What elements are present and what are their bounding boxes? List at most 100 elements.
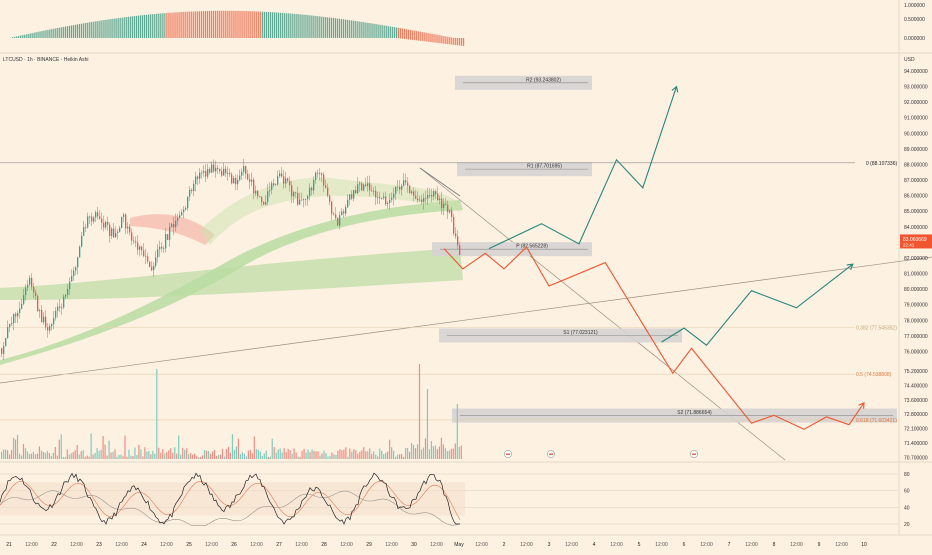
- candle-body[interactable]: [425, 198, 426, 199]
- candle-body[interactable]: [321, 174, 322, 175]
- candle-body[interactable]: [395, 187, 396, 194]
- candle-body[interactable]: [187, 197, 188, 209]
- candle-body[interactable]: [263, 202, 264, 205]
- candle-body[interactable]: [141, 247, 142, 251]
- candle-body[interactable]: [179, 215, 180, 218]
- candle-body[interactable]: [201, 173, 202, 174]
- candle-body[interactable]: [433, 191, 434, 197]
- candle-body[interactable]: [119, 228, 120, 232]
- candle-body[interactable]: [365, 185, 366, 187]
- candle-body[interactable]: [265, 202, 266, 205]
- candle-body[interactable]: [307, 196, 308, 199]
- candle-body[interactable]: [297, 193, 298, 205]
- candle-body[interactable]: [405, 180, 406, 182]
- candle-body[interactable]: [347, 200, 348, 207]
- candle-body[interactable]: [435, 191, 436, 194]
- candle-body[interactable]: [349, 194, 350, 200]
- candle-body[interactable]: [353, 190, 354, 198]
- candle-body[interactable]: [55, 311, 56, 318]
- candle-body[interactable]: [169, 227, 170, 240]
- candle-body[interactable]: [29, 278, 30, 285]
- candle-body[interactable]: [9, 324, 10, 327]
- candle-body[interactable]: [155, 257, 156, 265]
- candle-body[interactable]: [69, 282, 70, 290]
- candle-body[interactable]: [357, 184, 358, 193]
- candle-body[interactable]: [351, 194, 352, 198]
- candle-body[interactable]: [287, 178, 288, 180]
- candle-body[interactable]: [87, 216, 88, 227]
- candle-body[interactable]: [231, 174, 232, 183]
- candle-body[interactable]: [253, 180, 254, 194]
- candle-body[interactable]: [203, 171, 204, 173]
- candle-body[interactable]: [249, 179, 250, 182]
- candle-body[interactable]: [369, 183, 370, 190]
- candle-body[interactable]: [163, 248, 164, 249]
- candle-body[interactable]: [91, 216, 92, 221]
- candle-body[interactable]: [133, 241, 134, 242]
- candle-body[interactable]: [449, 210, 450, 212]
- candle-body[interactable]: [235, 178, 236, 184]
- candle-body[interactable]: [417, 199, 418, 200]
- candle-body[interactable]: [145, 256, 146, 257]
- candle-body[interactable]: [427, 195, 428, 199]
- candle-body[interactable]: [57, 307, 58, 311]
- candle-body[interactable]: [285, 178, 286, 183]
- candle-body[interactable]: [283, 176, 284, 183]
- candle-body[interactable]: [279, 173, 280, 176]
- candle-body[interactable]: [213, 165, 214, 172]
- candle-body[interactable]: [305, 199, 306, 200]
- candle-body[interactable]: [429, 195, 430, 196]
- candle-body[interactable]: [457, 236, 458, 245]
- candle-body[interactable]: [423, 198, 424, 202]
- candle-body[interactable]: [51, 324, 52, 326]
- candle-body[interactable]: [309, 188, 310, 196]
- candle-body[interactable]: [413, 191, 414, 195]
- candle-body[interactable]: [387, 203, 388, 204]
- candle-body[interactable]: [443, 204, 444, 208]
- candle-body[interactable]: [17, 313, 18, 316]
- candle-body[interactable]: [121, 217, 122, 228]
- candle-body[interactable]: [37, 296, 38, 311]
- candle-body[interactable]: [105, 222, 106, 228]
- candle-body[interactable]: [453, 217, 454, 234]
- candle-body[interactable]: [451, 210, 452, 217]
- candle-body[interactable]: [47, 327, 48, 330]
- candle-body[interactable]: [343, 211, 344, 213]
- candle-body[interactable]: [459, 245, 460, 254]
- candle-body[interactable]: [315, 173, 316, 180]
- candle-body[interactable]: [97, 212, 98, 216]
- candle-body[interactable]: [221, 171, 222, 176]
- candle-body[interactable]: [111, 229, 112, 236]
- candle-body[interactable]: [71, 276, 72, 281]
- candle-body[interactable]: [191, 190, 192, 191]
- candle-body[interactable]: [7, 327, 8, 338]
- candle-body[interactable]: [99, 216, 100, 218]
- candle-body[interactable]: [49, 326, 50, 330]
- candle-body[interactable]: [135, 241, 136, 242]
- candle-body[interactable]: [245, 166, 246, 174]
- candle-body[interactable]: [139, 247, 140, 250]
- candle-body[interactable]: [75, 267, 76, 270]
- candle-body[interactable]: [61, 307, 62, 308]
- candle-body[interactable]: [403, 180, 404, 186]
- candle-body[interactable]: [227, 173, 228, 174]
- candle-body[interactable]: [381, 198, 382, 199]
- candle-body[interactable]: [65, 295, 66, 297]
- candle-body[interactable]: [193, 184, 194, 191]
- candle-body[interactable]: [157, 249, 158, 257]
- candle-body[interactable]: [385, 197, 386, 204]
- candle-body[interactable]: [123, 215, 124, 217]
- candle-body[interactable]: [389, 200, 390, 203]
- candle-body[interactable]: [147, 256, 148, 261]
- candle-body[interactable]: [455, 233, 456, 236]
- candle-body[interactable]: [393, 194, 394, 198]
- candle-body[interactable]: [207, 169, 208, 177]
- candle-body[interactable]: [325, 186, 326, 188]
- candle-body[interactable]: [379, 197, 380, 198]
- candle-body[interactable]: [79, 247, 80, 258]
- candle-body[interactable]: [159, 247, 160, 250]
- candle-body[interactable]: [233, 178, 234, 183]
- candle-body[interactable]: [161, 247, 162, 249]
- candle-body[interactable]: [375, 191, 376, 197]
- candle-body[interactable]: [109, 225, 110, 236]
